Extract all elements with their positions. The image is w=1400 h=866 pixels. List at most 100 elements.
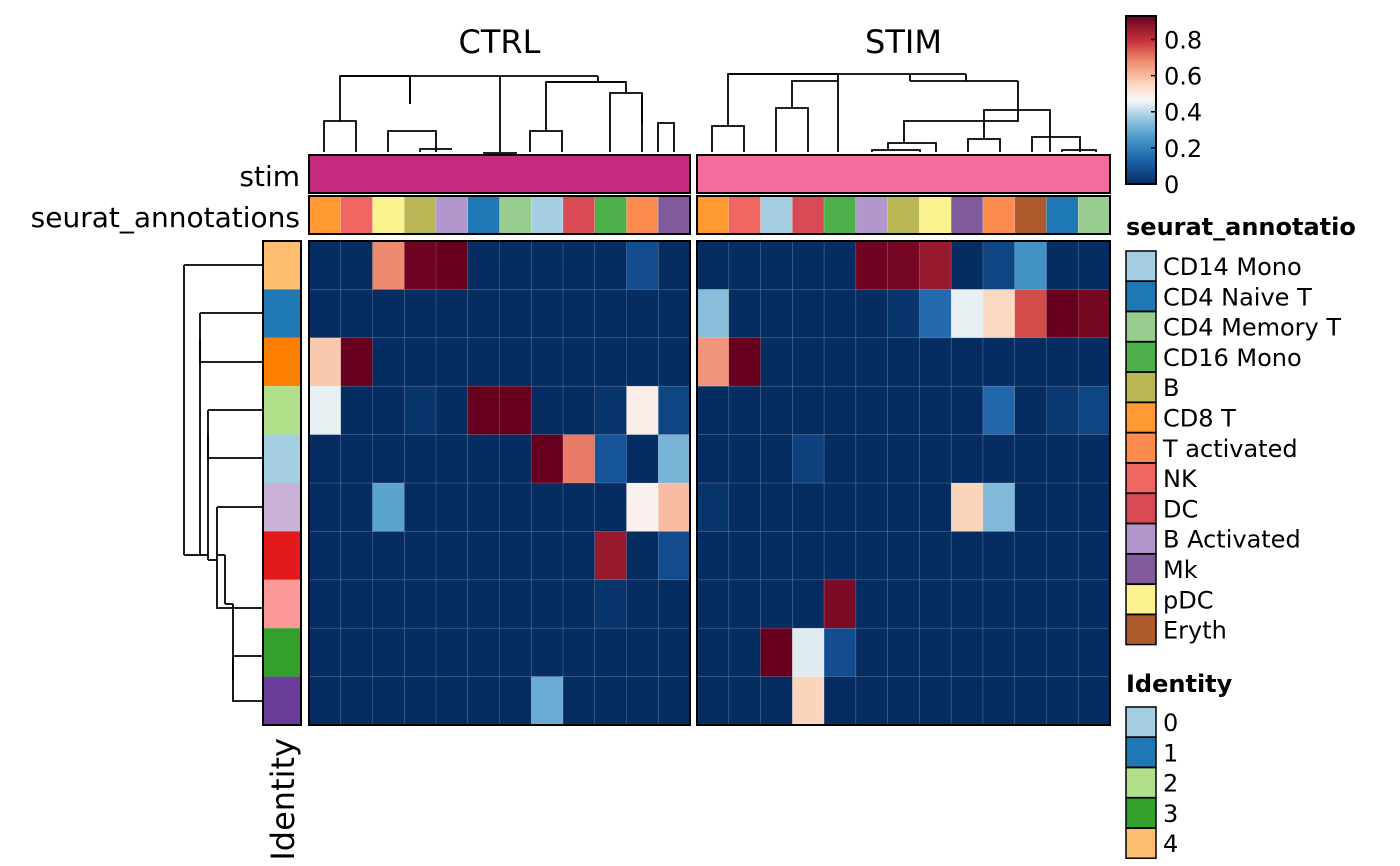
heatmap-cell	[919, 337, 952, 387]
heatmap-cell	[919, 385, 952, 436]
heatmap-cell	[435, 579, 469, 629]
heatmap-cell	[982, 482, 1016, 533]
dendrograms	[183, 73, 1097, 702]
annotation-cell	[982, 195, 1015, 235]
annotation-cell	[855, 195, 888, 235]
annotation-cell	[435, 195, 468, 235]
heatmap-cell	[728, 482, 762, 533]
heatmap-cell	[467, 531, 501, 581]
heatmap-cell	[657, 531, 691, 581]
legend-label: Eryth	[1163, 617, 1227, 645]
heatmap-cell	[1014, 579, 1048, 629]
heatmap-cell	[435, 482, 469, 533]
heatmap-cell	[950, 482, 984, 533]
heatmap-cell	[1046, 434, 1079, 484]
heatmap-cell	[594, 482, 628, 533]
heatmap-cell	[530, 482, 564, 533]
legend-swatch	[1125, 736, 1157, 769]
legend-swatch	[1125, 766, 1157, 799]
heatmap-cell	[760, 434, 793, 484]
heatmap-cell	[1014, 627, 1048, 678]
legend-label: 3	[1163, 800, 1178, 828]
heatmap-cell	[562, 337, 596, 387]
heatmap-cell	[982, 289, 1016, 339]
heatmap-cell	[823, 531, 857, 581]
heatmap-cell	[696, 482, 730, 533]
heatmap-cell	[340, 240, 374, 291]
heatmap-cell	[982, 579, 1016, 629]
identity-cell	[263, 628, 301, 677]
heatmap-cell	[919, 482, 952, 533]
colorbar-tick-label: 0.4	[1164, 99, 1202, 127]
heatmap-cell	[760, 676, 793, 726]
colorbar	[1125, 15, 1157, 185]
heatmap-cell	[594, 627, 628, 678]
dendrogram-link	[903, 110, 1019, 143]
heatmap-cell	[340, 627, 374, 678]
heatmap-cell	[728, 627, 762, 678]
heatmap-cell	[403, 482, 437, 533]
annotation-cell	[404, 195, 437, 235]
dendrogram-link	[775, 107, 809, 152]
heatmap-cell	[1014, 676, 1048, 726]
heatmap-cell	[499, 385, 532, 436]
dendrogram-link	[545, 81, 627, 131]
heatmap-cell	[657, 385, 691, 436]
heatmap-cell	[823, 240, 857, 291]
heatmap-cell	[1046, 531, 1079, 581]
annotation-bars	[262, 154, 1111, 726]
dendrogram-link	[1031, 136, 1081, 152]
heatmap-cell	[403, 240, 437, 291]
heatmap-cell	[372, 434, 405, 484]
heatmap-cell	[594, 337, 628, 387]
heatmap-cell	[887, 240, 920, 291]
heatmap-cell	[728, 434, 762, 484]
legend-swatch	[1125, 613, 1157, 646]
heatmap-cell	[308, 434, 342, 484]
heatmap-cell	[657, 676, 691, 726]
heatmap-cell	[855, 627, 889, 678]
heatmap-cell	[308, 531, 342, 581]
heatmap-cell	[657, 240, 691, 291]
heatmap-cell	[499, 434, 532, 484]
heatmap-cell	[403, 627, 437, 678]
heatmap-cell	[626, 385, 659, 436]
heatmap-cell	[696, 337, 730, 387]
heatmap-cell	[1014, 434, 1048, 484]
annotation-cell	[1077, 195, 1111, 235]
heatmap-cell	[982, 434, 1016, 484]
heatmap-cell	[792, 579, 825, 629]
heatmap-cell	[950, 627, 984, 678]
heatmap-cell	[823, 289, 857, 339]
heatmap-cell	[340, 385, 374, 436]
legend-label: DC	[1163, 495, 1198, 523]
heatmap-cell	[887, 579, 920, 629]
heatmap-cell	[403, 676, 437, 726]
heatmap-cell	[467, 289, 501, 339]
heatmap-cell	[1014, 531, 1048, 581]
heatmap-cell	[855, 289, 889, 339]
heatmap-cell	[1046, 240, 1079, 291]
heatmap-cell	[792, 482, 825, 533]
heatmap-cell	[403, 531, 437, 581]
heatmap-cell	[950, 385, 984, 436]
legend-label: 2	[1163, 770, 1178, 798]
colorbar-tick-label: 0.8	[1164, 26, 1202, 54]
heatmap-cell	[403, 434, 437, 484]
legend-label: CD16 Mono	[1163, 344, 1302, 372]
heatmap-cell	[467, 385, 501, 436]
heatmap-cell	[499, 240, 532, 291]
annotation-cell	[950, 195, 984, 235]
heatmap-cell	[530, 531, 564, 581]
heatmap-cell	[657, 627, 691, 678]
heatmap-cell	[308, 337, 342, 387]
heatmap-cell	[950, 434, 984, 484]
dendrogram-link	[1061, 149, 1097, 152]
heatmap-cell	[792, 627, 825, 678]
heatmap-cell	[530, 627, 564, 678]
heatmap-cell	[530, 434, 564, 484]
heatmap-cell	[855, 240, 889, 291]
heatmap-panel-border	[696, 240, 1111, 726]
heatmap-cell	[792, 289, 825, 339]
